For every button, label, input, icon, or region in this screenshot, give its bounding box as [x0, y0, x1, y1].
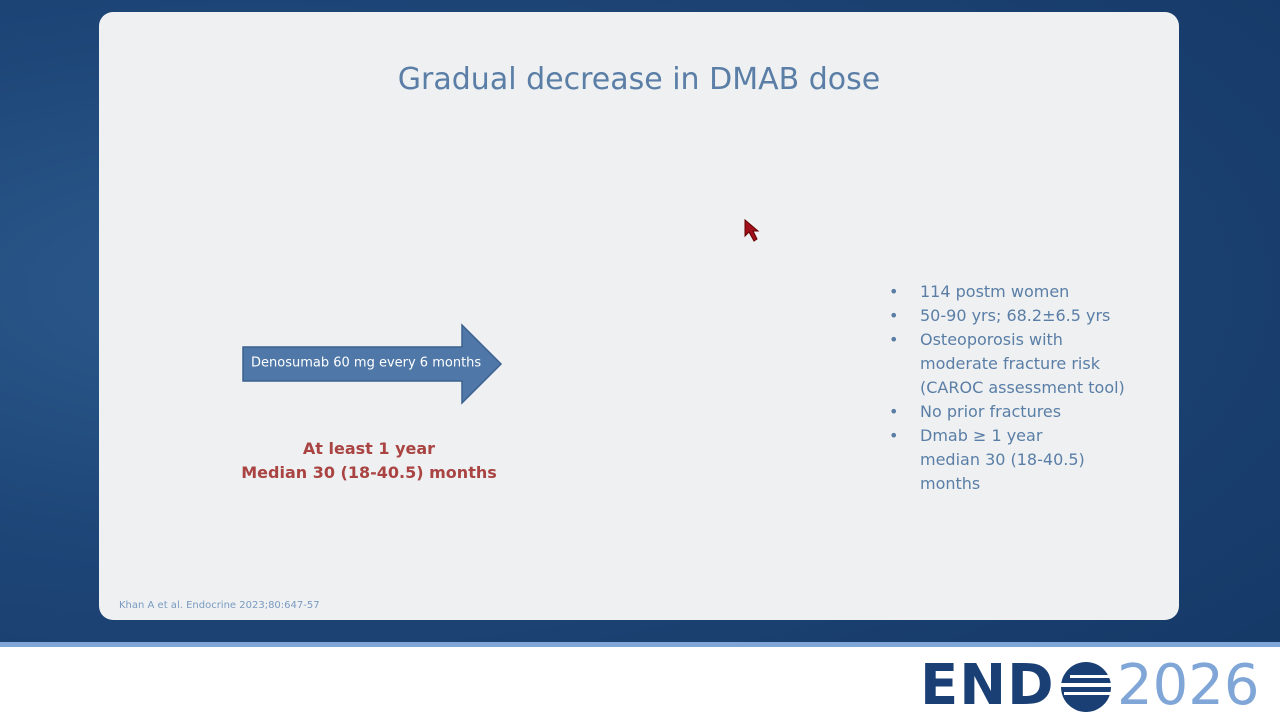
duration: At least 1 year Median 30 (18-40.5) mont… — [239, 437, 499, 485]
arrow-label: Denosumab 60 mg every 6 months — [251, 356, 481, 371]
bullet-line: No prior fractures — [920, 402, 1062, 421]
bullet: 50-90 yrs; 68.2±6.5 yrs — [889, 304, 1125, 328]
bullet-list: 114 postm women 50-90 yrs; 68.2±6.5 yrs Os… — [889, 280, 1125, 496]
bullet-line: median 30 (18-40.5) — [920, 450, 1085, 469]
bullet-line: Osteoporosis with — [920, 330, 1063, 349]
cursor — [744, 218, 760, 242]
bullet-line: 50-90 yrs; 68.2±6.5 yrs — [920, 306, 1111, 325]
slide-title: Gradual decrease in DMAB dose — [397, 62, 881, 97]
slide-graphics: Denosumab 60 mg every 6 months — [242, 218, 760, 405]
slide: Gradual decrease in DMAB dose Denosumab … — [99, 12, 1179, 620]
logo-globe — [1058, 662, 1118, 712]
logo-year: 2026 — [1117, 653, 1260, 718]
logo-text: END — [920, 653, 1055, 718]
duration-line: At least 1 year — [302, 439, 436, 458]
bullet-line: months — [920, 474, 981, 493]
arrow — [242, 323, 503, 405]
citation: Khan A et al. Endocrine 2023;80:647-57 — [119, 600, 320, 611]
footer: END 2026 — [0, 642, 1280, 725]
bullet: Osteoporosis with moderate fracture risk (… — [889, 328, 1125, 400]
bullet: No prior fractures — [889, 400, 1125, 424]
bullet-line: moderate fracture risk — [920, 354, 1100, 373]
bullet: 114 postm women — [889, 280, 1125, 304]
bullet-line: 114 postm women — [920, 282, 1070, 301]
bullet-line: (CAROC assessment tool) — [920, 378, 1125, 397]
duration-line: Median 30 (18-40.5) months — [241, 463, 497, 482]
bullet: Dmab ≥ 1 year median 30 (18-40.5) months — [889, 424, 1125, 496]
bullet-line: Dmab ≥ 1 year — [920, 426, 1043, 445]
